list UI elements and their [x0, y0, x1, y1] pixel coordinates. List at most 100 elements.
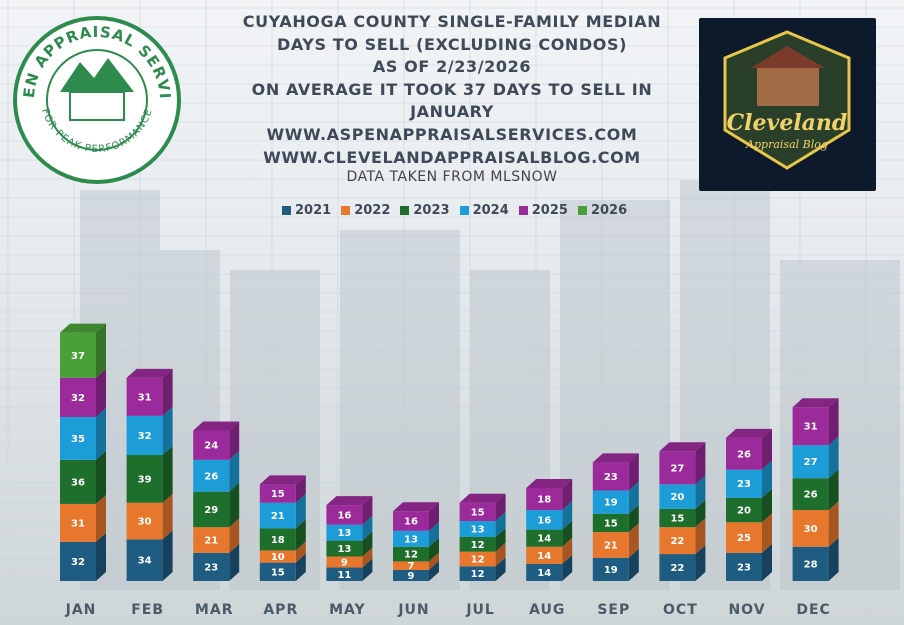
bar-segment-side — [695, 518, 706, 555]
bar-segment-side — [362, 531, 373, 557]
legend-swatch — [577, 206, 587, 215]
bar-segment-side — [162, 368, 173, 416]
bar-value-label: 12 — [471, 540, 485, 551]
bar-segment — [393, 530, 429, 547]
legend-label: 2023 — [413, 203, 450, 218]
bar-value-label: 15 — [271, 489, 285, 500]
bar-value-label: 37 — [71, 351, 85, 362]
bar-segment-side — [362, 515, 373, 541]
bar-segment — [393, 546, 429, 562]
bar-segment — [526, 488, 563, 511]
bar-segment-side — [162, 493, 173, 540]
bar-segment — [659, 484, 696, 509]
bar-segment — [459, 502, 496, 522]
x-tick-label: FEB — [131, 602, 164, 618]
logo-script-line2: Appraisal Blog — [745, 138, 828, 151]
bar-value-label: 20 — [737, 506, 751, 517]
bar-segment-side — [295, 519, 306, 551]
bar-segment — [726, 552, 762, 581]
bar-stack: 23 21 29 26 24 MAR — [193, 421, 240, 618]
x-tick-label: JUL — [465, 602, 495, 618]
bar-segment — [193, 491, 230, 528]
legend-swatch — [518, 206, 528, 215]
bar-segment — [659, 451, 696, 485]
bar-segment — [60, 541, 96, 581]
bar-segment-side — [628, 548, 639, 581]
bar-segment-side — [495, 542, 506, 567]
bar-value-label: 28 — [804, 559, 818, 570]
bar-segment — [592, 532, 629, 558]
bar-segment — [326, 567, 363, 581]
bar-value-label: 31 — [804, 422, 818, 433]
bar-segment — [393, 561, 429, 570]
house-icon — [757, 66, 819, 106]
bar-value-label: 16 — [337, 510, 351, 521]
bar-value-label: 14 — [537, 551, 551, 562]
bar-value-label: 31 — [138, 392, 152, 403]
bar-segment-side — [828, 436, 839, 479]
bar-segment — [592, 513, 629, 533]
chart-title: CUYAHOGA COUNTY SINGLE-FAMILY MEDIAN DAYS… — [232, 11, 672, 169]
bar-segment-side — [162, 406, 173, 455]
bar-segment-side — [695, 475, 706, 509]
bar-value-label: 12 — [471, 569, 485, 580]
bar-segment — [726, 497, 762, 523]
bar-segment-side — [762, 543, 772, 581]
bar-top-face — [726, 428, 772, 438]
bar-segment-side — [762, 513, 772, 553]
bar-segment-side — [96, 532, 106, 581]
legend-item: 2026 — [577, 203, 627, 218]
title-line: AS OF 2/23/2026 — [372, 57, 532, 77]
x-tick-label: MAY — [329, 602, 366, 618]
bar-stack: 32 31 36 35 32 37 JAN — [60, 323, 106, 618]
bar-value-label: 24 — [204, 441, 218, 452]
bar-value-label: 21 — [604, 540, 618, 551]
bar-segment-side — [562, 554, 573, 581]
x-tick-label: APR — [263, 602, 298, 618]
bar-segment-side — [229, 543, 240, 581]
bar-segment — [259, 484, 296, 503]
logo-inner-ring — [46, 49, 148, 151]
bar-value-label: 35 — [71, 434, 85, 445]
bar-segment-side — [96, 323, 106, 378]
bar-value-label: 15 — [604, 518, 618, 529]
bar-segment — [526, 510, 563, 530]
bar-segment — [526, 563, 563, 581]
bar-segment — [60, 377, 96, 418]
logo-outer-ring — [13, 16, 181, 184]
legend-swatch — [282, 206, 291, 215]
bar-segment-side — [762, 428, 772, 470]
bar-segment-side — [362, 558, 373, 581]
bar-value-label: 27 — [670, 463, 684, 474]
bar-value-label: 12 — [471, 554, 485, 565]
bar-segment — [792, 546, 829, 581]
bar-segment — [259, 562, 296, 581]
bar-value-label: 13 — [337, 528, 351, 539]
legend-item: 2022 — [341, 203, 390, 218]
bar-segment — [326, 524, 363, 541]
bar-segment-side — [362, 547, 373, 568]
bar-value-label: 21 — [204, 536, 218, 547]
bar-top-face — [393, 502, 439, 512]
bar-value-label: 26 — [204, 471, 218, 482]
bar-top-face — [259, 475, 306, 485]
chart-legend: 2021 2022 2023 2024 2025 2026 — [282, 203, 627, 218]
bar-segment-side — [628, 481, 639, 514]
title-line: ON AVERAGE IT TOOK 37 DAYS TO SELL IN — [251, 79, 653, 99]
bar-segment-side — [162, 445, 173, 503]
title-line: JANUARY — [410, 102, 494, 122]
bar-value-label: 9 — [408, 571, 415, 582]
bar-top-face — [459, 493, 506, 503]
bar-segment-side — [695, 545, 706, 581]
bar-segment-side — [628, 523, 639, 558]
bar-value-label: 13 — [471, 525, 485, 536]
bar-segment-side — [828, 501, 839, 547]
x-tick-label: MAR — [195, 602, 234, 618]
x-tick-label: NOV — [728, 602, 765, 618]
bar-segment-side — [828, 537, 839, 581]
title-line: WWW.CLEVELANDAPPRAISALBLOG.COM — [263, 147, 641, 167]
bar-top-face — [126, 368, 173, 378]
bar-segment-side — [229, 482, 240, 528]
bar-value-label: 16 — [404, 517, 418, 528]
